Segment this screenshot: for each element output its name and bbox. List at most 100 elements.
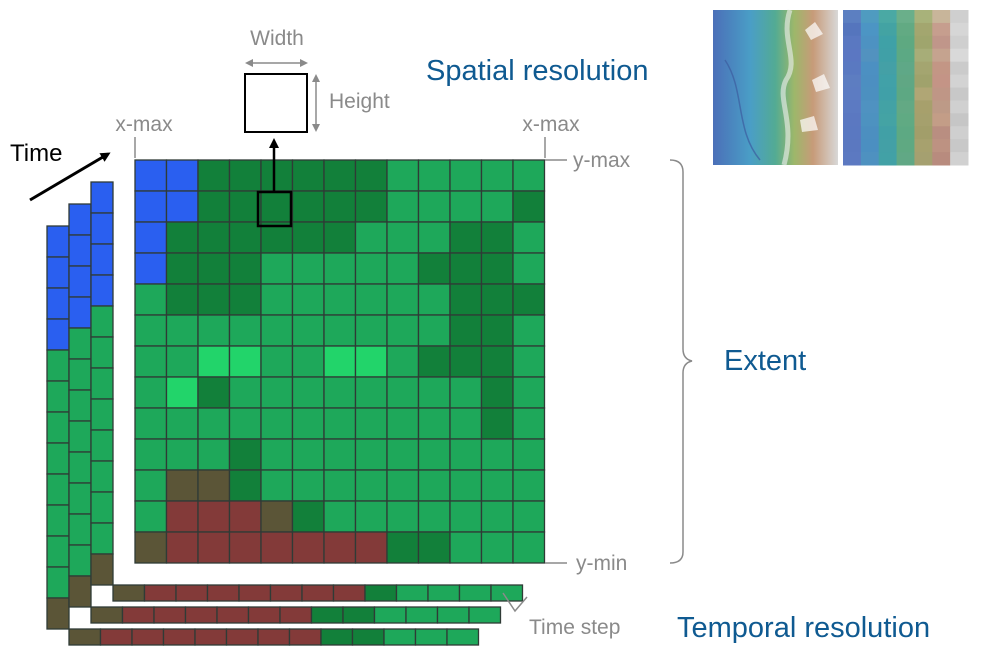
layer-edge-cell [364,584,398,602]
thumbnail-pixel [860,61,880,76]
raster-cell [228,500,262,533]
raster-layer-1 [46,225,480,646]
raster-cell [260,314,294,347]
thumbnail-pixel [843,48,862,63]
raster-cell [291,190,325,223]
thumbnail-pixel [932,35,951,50]
time-step-label: Time step [529,616,620,639]
layer-edge-cell [46,287,70,320]
raster-cell [291,283,325,316]
pixel-square [244,73,308,133]
raster-cell [480,500,514,533]
layer-edge-cell [99,628,133,646]
thumbnail-pixel [914,61,933,76]
layer-edge-cell [310,606,344,624]
raster-cell [291,531,325,564]
thumbnail-pixel [914,126,933,140]
thumbnail-pixel [914,74,933,88]
layer-edge-cell [153,606,187,624]
raster-cell [386,159,420,192]
raster-cell [134,407,168,440]
layer-edge-cell [68,628,102,646]
layer-edge-cell [68,203,92,236]
layer-edge-cell [90,305,114,338]
thumbnail-pixel [896,152,915,166]
raster-cell [417,190,451,223]
layer-edge-cell [90,553,114,586]
raster-cell [480,531,514,564]
thumbnail-pixel [896,100,915,114]
thumbnail-pixel [950,87,969,101]
thumbnail-pixel [878,35,898,50]
layer-edge-cell [90,606,124,624]
raster-cell [228,283,262,316]
layer-edge-cell [468,606,502,624]
thumbnail-pixel [896,10,915,24]
raster-cell [228,469,262,502]
thumbnail-pixel [896,139,915,153]
raster-cell [417,469,451,502]
layer-edge-cell [383,628,417,646]
raster-cell [354,221,388,254]
layer-edge-cell [351,628,385,646]
raster-cell [417,438,451,471]
raster-cell [449,252,483,285]
raster-cell [134,531,168,564]
layer-edge-cell [332,584,366,602]
raster-cell [165,407,199,440]
raster-cell [228,159,262,192]
raster-cell [386,314,420,347]
thumbnail-pixel [914,139,933,153]
thumbnail-pixel [914,113,933,127]
thumbnail-pixel [878,113,898,127]
raster-cell [323,407,357,440]
raster-cell [417,500,451,533]
raster-cell [323,438,357,471]
raster-cell [260,159,294,192]
layer-edge-cell [68,420,92,453]
thumbnail-pixel [860,152,880,166]
raster-cell [417,252,451,285]
layer-edge-cell [288,628,322,646]
raster-cell [228,407,262,440]
raster-cell [197,283,231,316]
layer-edge-cell [257,628,291,646]
thumbnail-pixel [914,10,933,24]
thumbnail-pixel [932,10,951,24]
layer-edge-cell [238,584,272,602]
thumbnail-pixel [932,74,951,88]
raster-cell [323,376,357,409]
raster-cell [291,252,325,285]
raster-cell [417,345,451,378]
thumbnail-pixel [878,100,898,114]
layer-edge-cell [342,606,376,624]
raster-cell [134,438,168,471]
raster-cell [165,376,199,409]
thumbnail-pixel [896,35,915,50]
raster-cell [197,314,231,347]
raster-cell [480,190,514,223]
thumbnail-pixel [896,87,915,101]
raster-cell [165,283,199,316]
thumbnail-pixel [843,22,862,37]
x-max-left-label: x-max [115,113,173,136]
thumbnail-pixel [932,139,951,153]
raster-cell [134,345,168,378]
thumbnail-pixel [914,152,933,166]
layer-edge-cell [405,606,439,624]
thumbnail-pixel [843,74,862,88]
time-step-bracket [502,592,528,613]
raster-cell [260,252,294,285]
raster-cell [449,438,483,471]
thumbnail-pixelated [843,10,969,166]
raster-cell [197,345,231,378]
raster-cell [291,500,325,533]
thumbnail-pixel [860,48,880,63]
raster-cell [480,469,514,502]
raster-cell [480,283,514,316]
raster-cell [449,314,483,347]
raster-cell [291,159,325,192]
thumbnail-pixel [860,74,880,88]
thumbnail-pixel [950,126,969,140]
thumbnail-pixel [896,74,915,88]
